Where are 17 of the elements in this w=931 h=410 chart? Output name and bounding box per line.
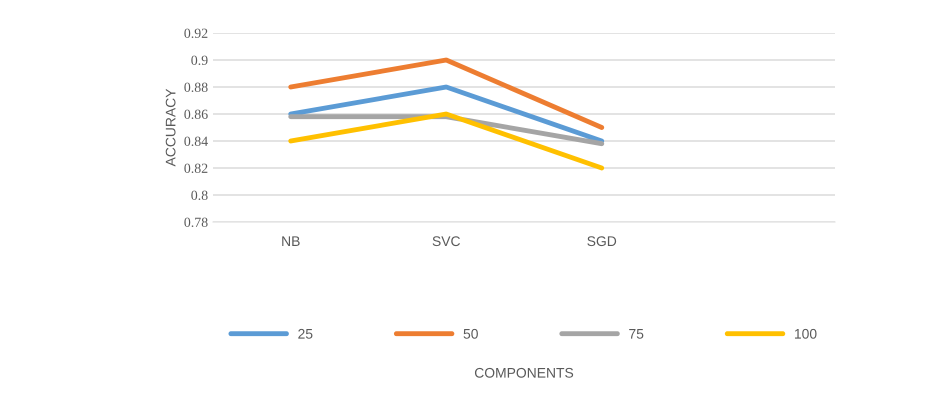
y-tick-label: 0.82: [184, 164, 208, 174]
x-tick-label: SGD: [587, 236, 616, 246]
x-tick-label: SVC: [432, 236, 460, 246]
y-tick-label: 0.88: [184, 82, 208, 92]
y-axis-title: ACCURACY: [166, 88, 176, 166]
legend-label: 75: [629, 329, 644, 339]
legend-label: 25: [298, 328, 312, 339]
y-tick-label: 0.92: [184, 28, 208, 38]
y-tick-label: 0.86: [184, 110, 208, 120]
x-tick-label: NB: [282, 236, 300, 246]
y-tick-label: 0.78: [184, 218, 208, 228]
legend-label: 50: [464, 328, 478, 339]
y-tick-label: 0.8: [191, 190, 208, 200]
legend-label: 100: [794, 328, 817, 339]
text: COMPONENTS: [474, 368, 574, 378]
y-tick-label: 0.84: [184, 136, 208, 146]
y-tick-label: 0.9: [191, 56, 208, 66]
